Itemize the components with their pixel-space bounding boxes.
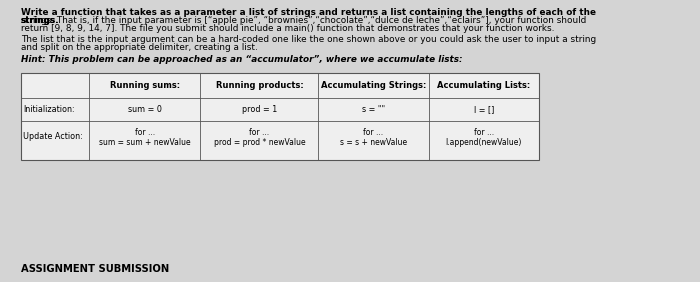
Text: Running products:: Running products:: [216, 81, 303, 90]
Text: strings. That is, if the input parameter is [“apple pie”, “brownies”,“chocolate”: strings. That is, if the input parameter…: [21, 16, 586, 25]
Text: ASSIGNMENT SUBMISSION: ASSIGNMENT SUBMISSION: [21, 264, 169, 274]
Text: Initialization:: Initialization:: [23, 105, 75, 114]
Text: l = []: l = []: [474, 105, 494, 114]
Text: sum = 0: sum = 0: [127, 105, 162, 114]
Text: Update Action:: Update Action:: [23, 132, 83, 141]
Text: Accumulating Strings:: Accumulating Strings:: [321, 81, 426, 90]
Text: l.append(newValue): l.append(newValue): [446, 138, 522, 147]
Text: s = s + newValue: s = s + newValue: [340, 138, 407, 147]
Text: and split on the appropriate delimiter, creating a list.: and split on the appropriate delimiter, …: [21, 43, 258, 52]
Text: for ...: for ...: [134, 128, 155, 137]
Text: prod = 1: prod = 1: [241, 105, 277, 114]
Text: Running sums:: Running sums:: [110, 81, 180, 90]
Text: for ...: for ...: [474, 128, 494, 137]
Bar: [21, 72, 539, 160]
Text: Write a function that takes as a parameter a list of strings and returns a list : Write a function that takes as a paramet…: [21, 8, 596, 17]
Text: strings.: strings.: [21, 16, 60, 25]
Text: Accumulating Lists:: Accumulating Lists:: [437, 81, 531, 90]
Text: s = "": s = "": [362, 105, 385, 114]
Text: prod = prod * newValue: prod = prod * newValue: [214, 138, 305, 147]
Text: The list that is the input argument can be a hard-coded one like the one shown a: The list that is the input argument can …: [21, 36, 596, 45]
Text: Hint: This problem can be approached as an “accumulator”, where we accumulate li: Hint: This problem can be approached as …: [21, 55, 462, 64]
Text: sum = sum + newValue: sum = sum + newValue: [99, 138, 190, 147]
Text: for ...: for ...: [249, 128, 270, 137]
Text: strings.: strings.: [21, 16, 60, 25]
Text: for ...: for ...: [363, 128, 384, 137]
Text: return [9, 8, 9, 14, 7]. The file you submit should include a main() function th: return [9, 8, 9, 14, 7]. The file you su…: [21, 24, 554, 33]
